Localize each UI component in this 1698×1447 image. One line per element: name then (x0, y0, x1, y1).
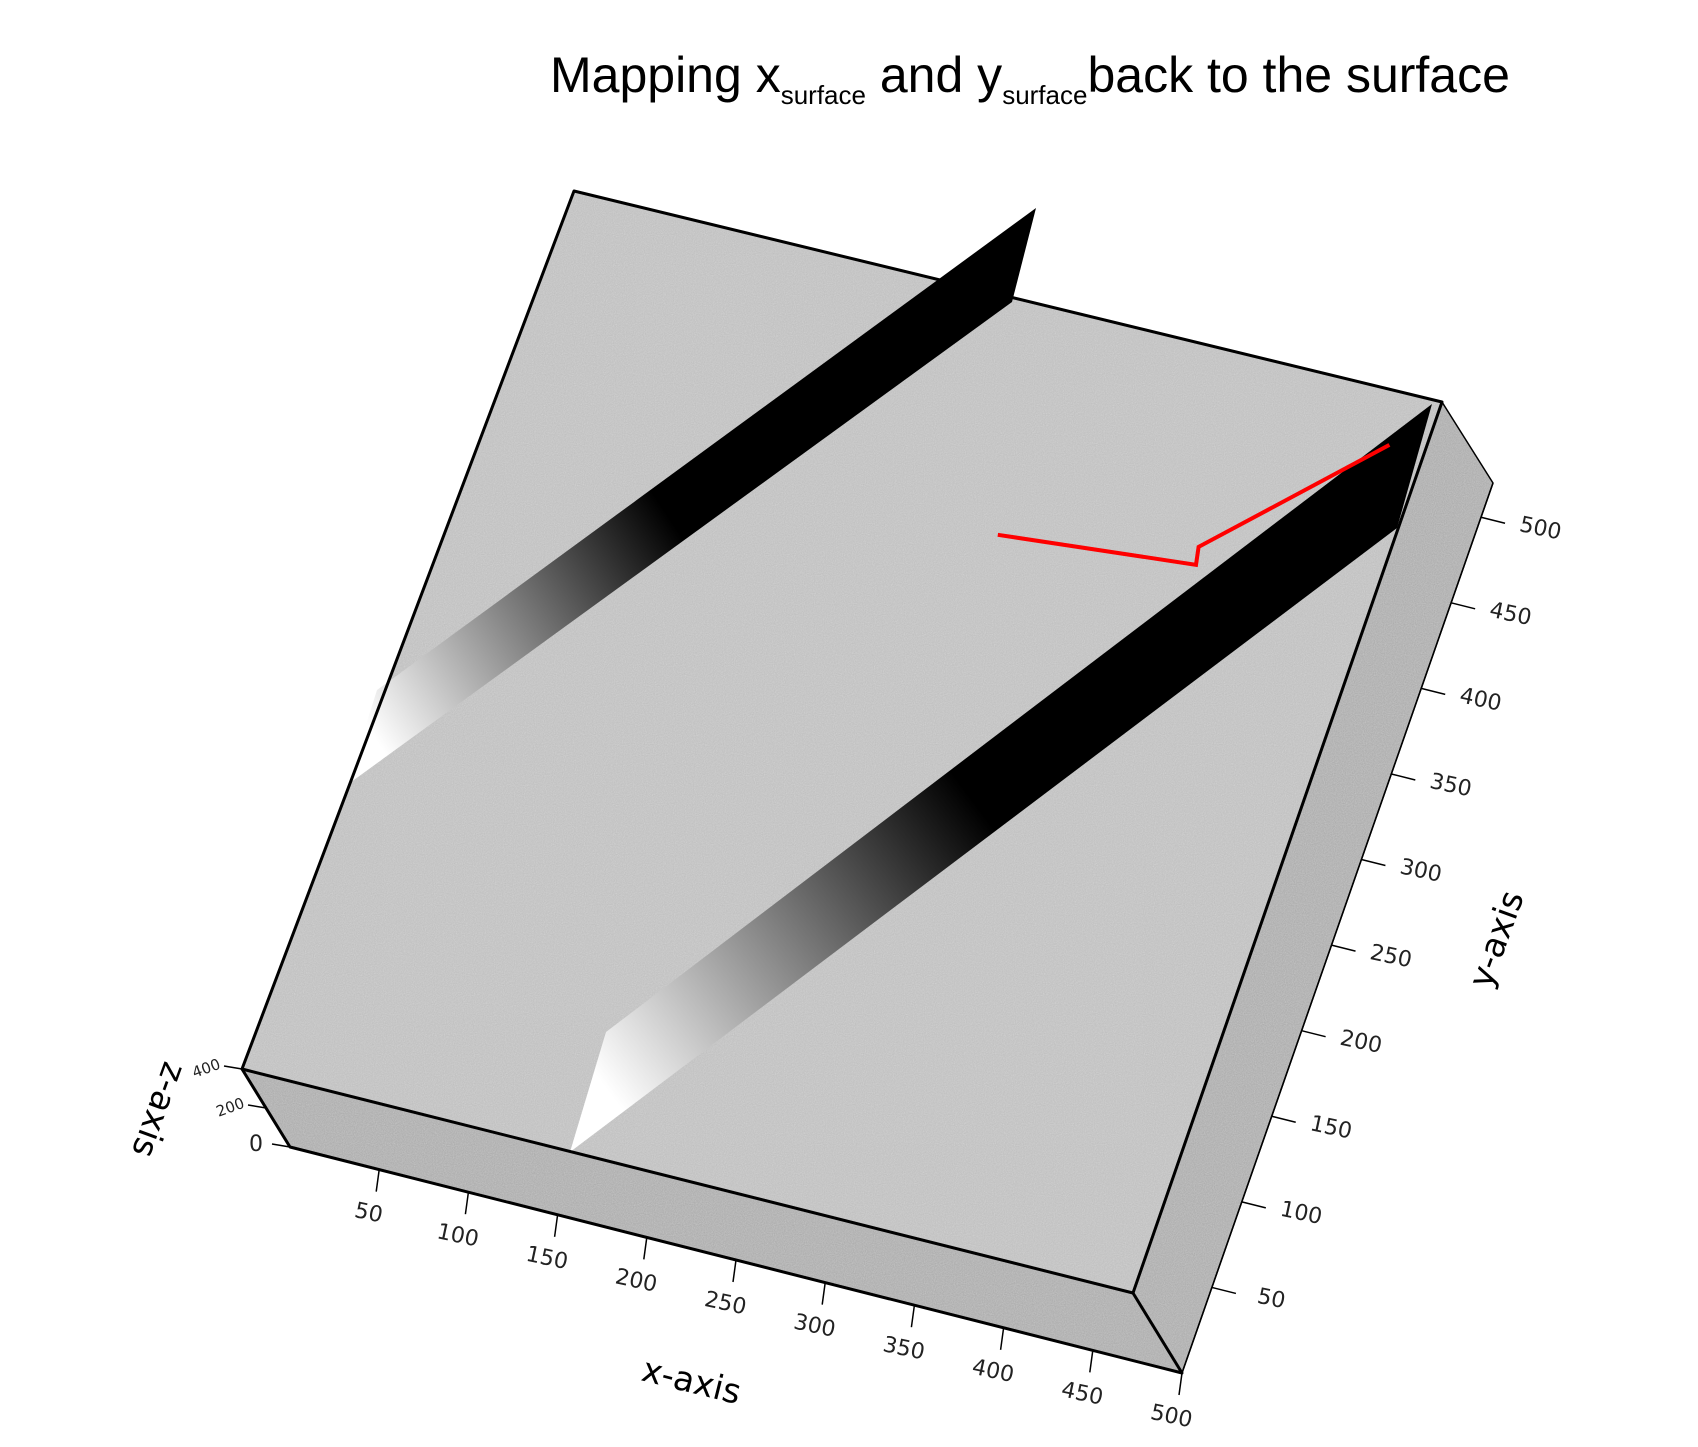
y-tick (1421, 687, 1446, 696)
y-tick (1301, 1029, 1326, 1038)
z-tick-label: 200 (214, 1094, 247, 1121)
title-text: and y (865, 47, 1003, 103)
y-tick-label: 100 (1278, 1197, 1324, 1230)
z-tick (223, 1065, 243, 1070)
y-tick-label: 400 (1457, 683, 1503, 716)
x-axis: 50 100 150 200 250 300 350 400 450 500 (289, 1146, 1194, 1433)
title-text: back to the surface (1087, 47, 1510, 103)
x-tick (999, 1327, 1005, 1350)
y-tick-label: 50 (1255, 1284, 1288, 1314)
z-tick-label: 400 (190, 1055, 223, 1082)
x-tick (375, 1169, 380, 1192)
x-tick-label: 350 (881, 1332, 927, 1365)
x-tick-label: 500 (1148, 1400, 1194, 1433)
x-tick-label: 50 (352, 1198, 385, 1228)
x-tick-label: 450 (1059, 1377, 1105, 1410)
x-tick (1089, 1350, 1094, 1373)
y-tick-label: 150 (1308, 1111, 1354, 1144)
mapped-path-line (997, 443, 1391, 568)
x-tick (732, 1259, 737, 1283)
x-tick (643, 1237, 648, 1260)
title-text: Mapping x (550, 47, 781, 103)
title-subscript: surface (1002, 80, 1088, 110)
y-tick (1331, 944, 1356, 952)
x-tick (464, 1192, 470, 1215)
ridge-upper (347, 208, 1036, 785)
chart-title: Mapping xsurface and ysurfaceback to the… (0, 46, 1698, 111)
x-tick-label: 100 (435, 1219, 481, 1252)
y-axis-label: y-axis (1461, 886, 1533, 994)
y-tick (1450, 602, 1476, 610)
x-axis-label: x-axis (638, 1350, 745, 1413)
y-tick-label: 250 (1368, 940, 1414, 973)
y-tick-label: 450 (1487, 598, 1533, 631)
y-tick (1480, 516, 1506, 524)
x-tick-label: 300 (791, 1310, 837, 1343)
z-tick-label: 0 (249, 1132, 263, 1157)
ridge-lower (570, 404, 1432, 1152)
x-tick-label: 150 (524, 1242, 570, 1275)
y-tick (1391, 773, 1416, 781)
z-tick (271, 1143, 291, 1148)
y-tick-label: 300 (1398, 855, 1444, 888)
title-subscript: surface (780, 80, 866, 110)
z-axis-label: z-axis (123, 1057, 194, 1163)
y-tick (1271, 1115, 1296, 1123)
x-tick-label: 400 (970, 1355, 1016, 1388)
y-tick (1241, 1201, 1266, 1209)
y-tick-label: 200 (1338, 1026, 1384, 1059)
x-tick-label: 250 (702, 1287, 748, 1320)
y-tick (1211, 1286, 1237, 1295)
x-tick (821, 1282, 826, 1305)
y-tick-label: 500 (1517, 512, 1563, 545)
x-tick-label: 200 (613, 1264, 659, 1297)
y-tick (1361, 858, 1386, 867)
y-axis-line (1181, 482, 1494, 1374)
x-tick (1178, 1372, 1183, 1396)
z-tick (247, 1104, 267, 1109)
y-tick-label: 350 (1428, 769, 1474, 802)
x-tick (910, 1305, 916, 1328)
x-tick (553, 1214, 559, 1237)
